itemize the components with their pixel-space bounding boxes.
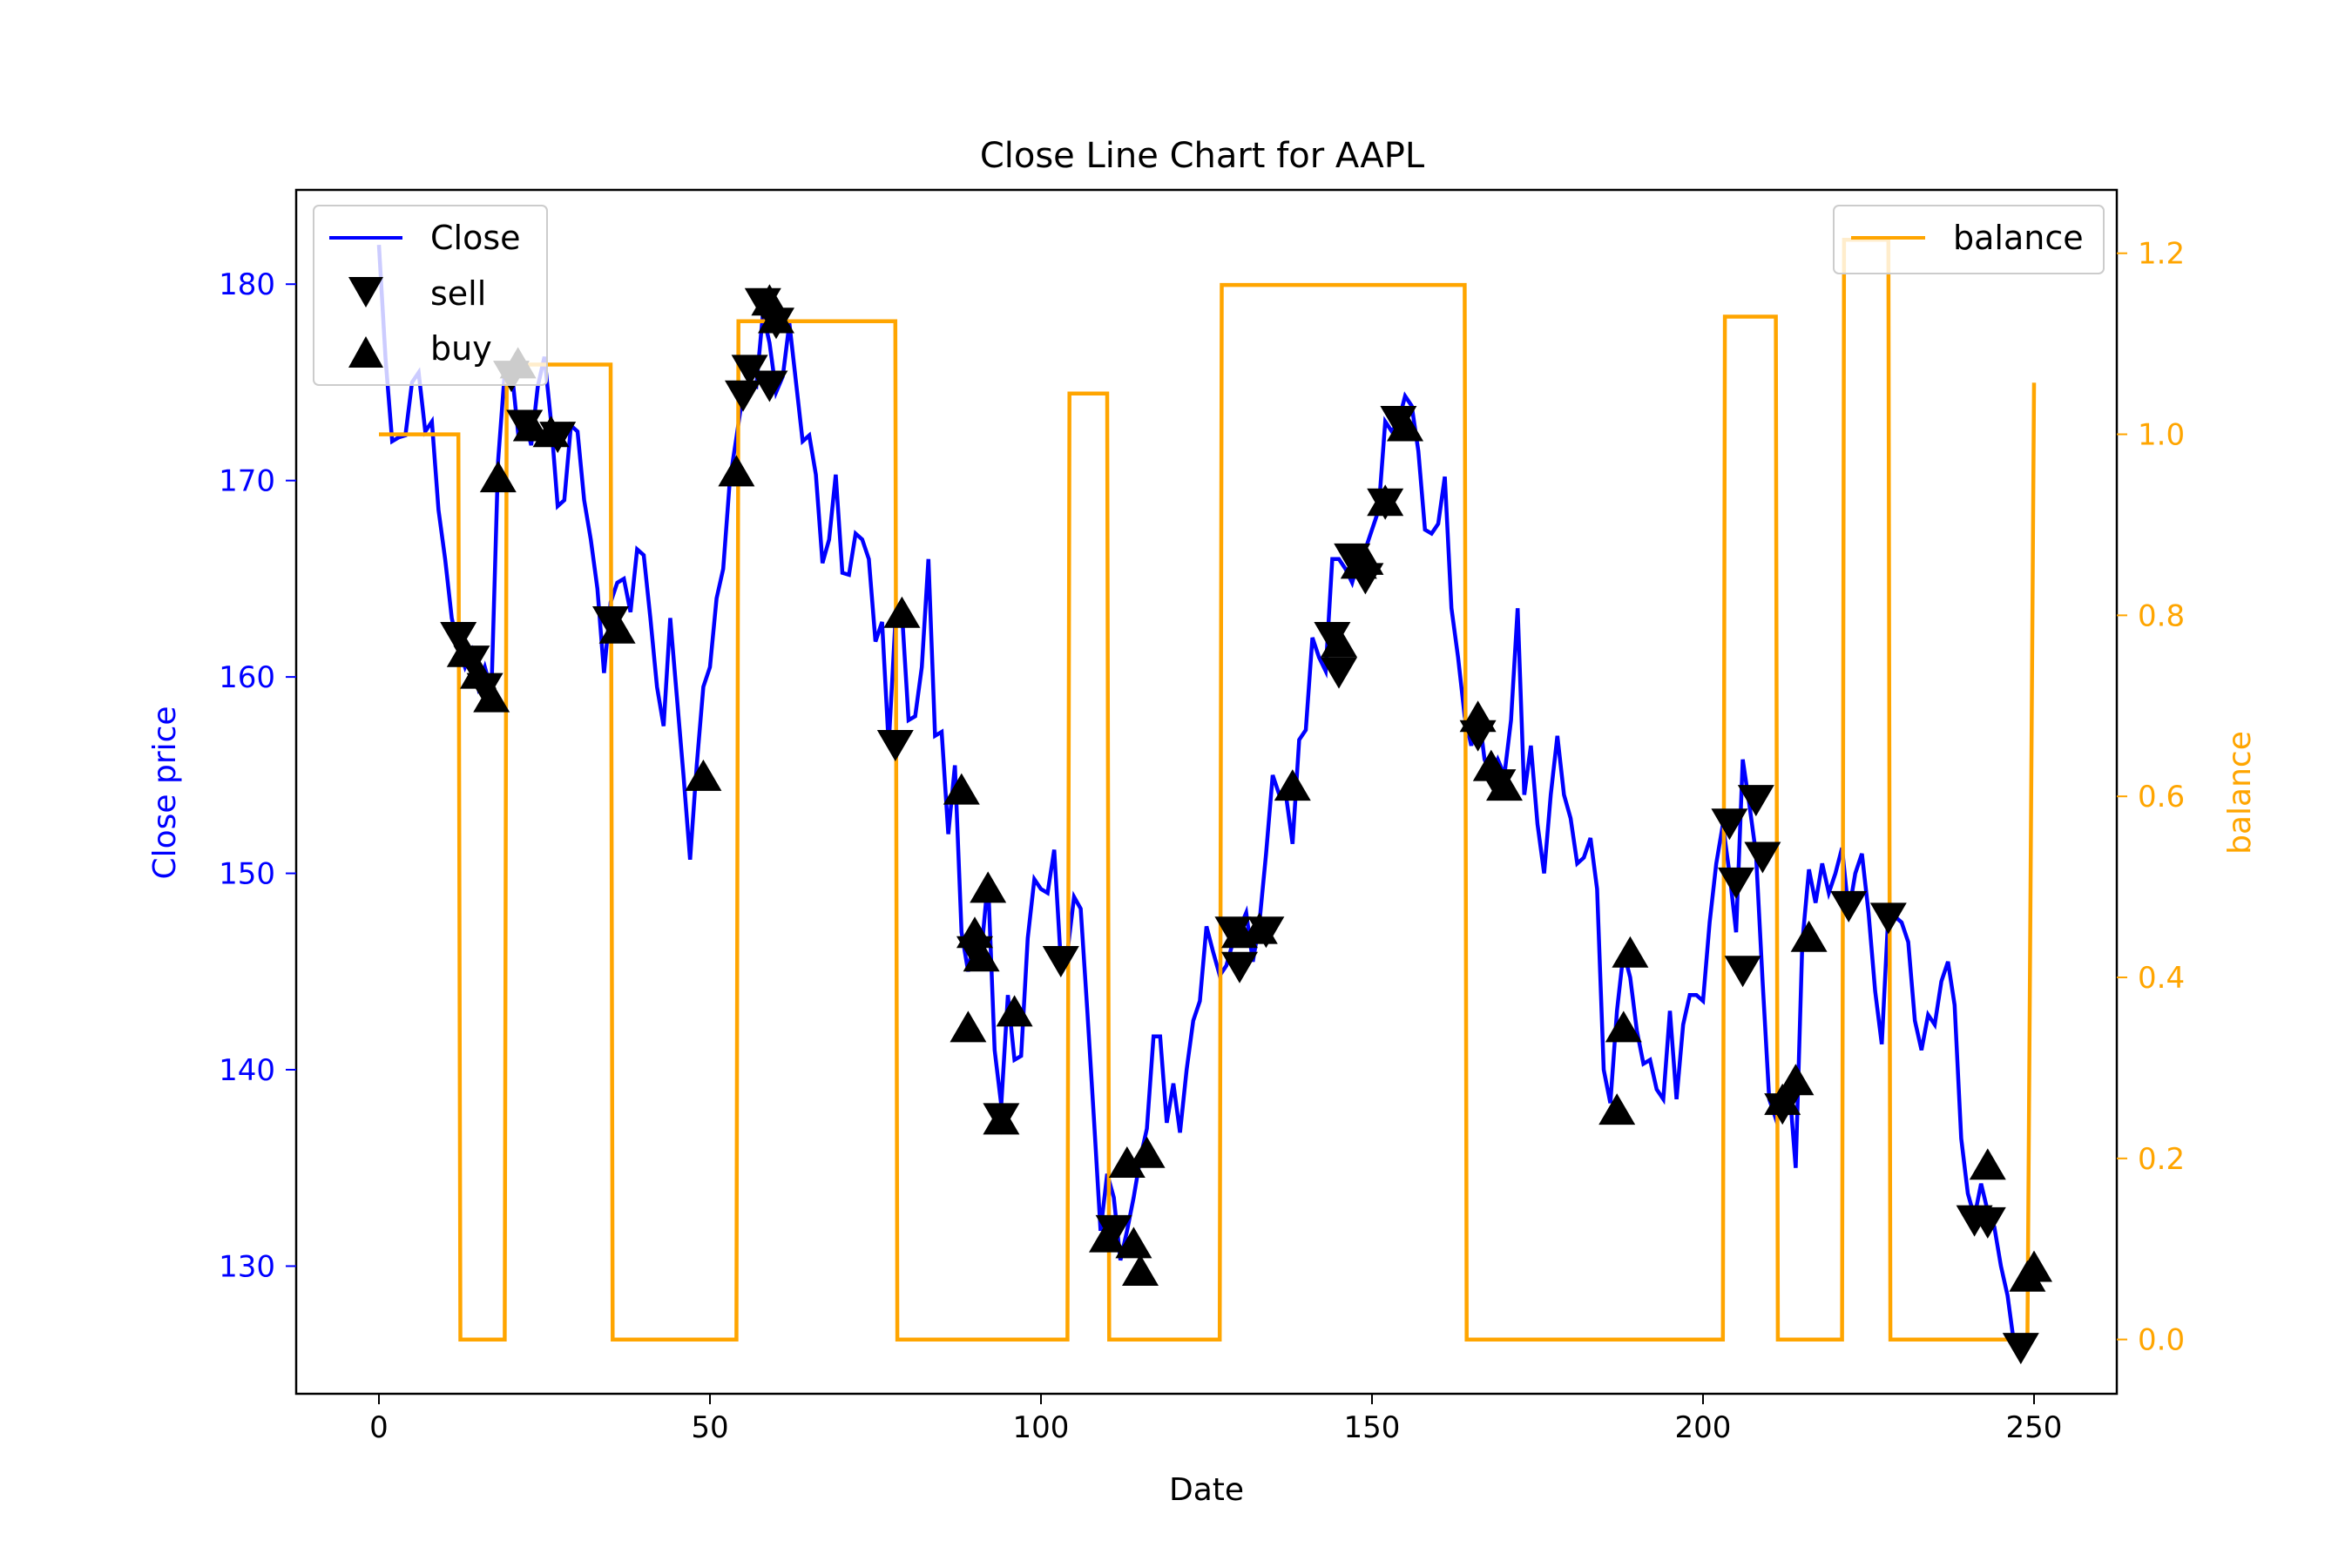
buy-marker	[1459, 700, 1497, 733]
buy-marker	[512, 409, 550, 442]
buy-marker	[532, 416, 570, 448]
legend-close-label: Close	[430, 219, 521, 257]
buy-marker	[970, 871, 1007, 903]
sell-marker	[440, 622, 477, 654]
trade-markers	[440, 284, 2052, 1365]
sell-marker	[751, 370, 788, 402]
sell-marker	[1321, 657, 1357, 689]
buy-marker	[479, 461, 517, 493]
legend-sell-label: sell	[430, 274, 486, 313]
buy-marker	[1108, 1146, 1146, 1178]
buy-marker	[1764, 1083, 1801, 1115]
buy-marker	[963, 940, 1000, 972]
y-axis-label: Close price	[147, 706, 183, 879]
chart-title: Close Line Chart for AAPL	[980, 136, 1425, 176]
buy-marker	[1274, 769, 1311, 801]
buy-marker	[1612, 936, 1649, 968]
sell-marker	[1095, 1214, 1132, 1247]
buy-marker	[758, 301, 794, 334]
sell-marker	[1221, 951, 1258, 983]
legend-left: Close sell buy	[313, 205, 548, 386]
sell-marker	[1744, 841, 1781, 874]
y2-tick-label: 0.0	[2138, 1323, 2185, 1358]
sell-marker	[876, 730, 914, 762]
buy-marker	[943, 773, 980, 805]
legend-right-box	[1833, 205, 2105, 274]
buy-marker	[1115, 1227, 1152, 1259]
sell-marker	[1737, 785, 1774, 817]
buy-marker	[1969, 1148, 2006, 1180]
y-axis-left: 130 140 150 160 170 180	[219, 267, 296, 1284]
y-tick-label: 160	[219, 660, 275, 695]
y-tick-label: 150	[219, 857, 275, 892]
buy-marker	[883, 596, 921, 628]
sell-marker	[1869, 902, 1907, 935]
y-tick-label: 180	[219, 267, 275, 302]
buy-marker	[1605, 1010, 1642, 1043]
buy-marker	[1790, 920, 1828, 952]
buy-marker	[1486, 769, 1523, 801]
y2-tick-label: 0.6	[2138, 780, 2185, 814]
buy-marker	[460, 657, 497, 689]
x-tick-label: 150	[1344, 1410, 1401, 1445]
buy-marker	[1367, 484, 1404, 517]
buy-marker	[598, 612, 636, 644]
series-balance-line	[379, 237, 2037, 1342]
buy-marker	[2016, 1250, 2052, 1282]
plot-frame	[294, 188, 2119, 1396]
buy-marker	[473, 680, 510, 713]
x-tick-label: 0	[369, 1410, 389, 1445]
sell-marker	[731, 355, 768, 387]
sell-marker	[1711, 808, 1748, 841]
legend-sell-marker	[348, 277, 383, 308]
x-axis: 0 50 100 150 200 250	[369, 1394, 2062, 1445]
sell-marker	[2002, 1333, 2039, 1365]
x-tick-label: 100	[1013, 1410, 1070, 1445]
x-tick-label: 250	[2006, 1410, 2063, 1445]
x-tick-label: 50	[691, 1410, 728, 1445]
buy-marker	[1122, 1254, 1159, 1286]
buy-marker	[983, 1103, 1020, 1135]
buy-marker	[446, 635, 483, 667]
y-tick-label: 170	[219, 464, 275, 499]
buy-marker	[1089, 1220, 1125, 1253]
y2-tick-label: 1.2	[2138, 237, 2185, 272]
y2-tick-label: 0.8	[2138, 598, 2185, 633]
y2-tick-label: 0.4	[2138, 961, 2185, 996]
x-tick-label: 200	[1675, 1410, 1732, 1445]
buy-marker	[1240, 912, 1278, 944]
buy-marker	[1387, 409, 1423, 442]
y-tick-label: 140	[219, 1053, 275, 1088]
sell-marker	[1718, 867, 1754, 899]
legend-balance-label: balance	[1953, 219, 2084, 257]
buy-marker	[1321, 625, 1357, 658]
sell-marker	[592, 605, 629, 638]
sell-marker	[725, 380, 761, 412]
sell-marker	[1830, 890, 1868, 923]
y2-axis-label: balance	[2222, 731, 2258, 855]
buy-marker	[1128, 1136, 1166, 1168]
legend-left-box	[313, 205, 548, 386]
buy-marker	[956, 916, 993, 949]
y-tick-label: 130	[219, 1249, 275, 1284]
buy-marker	[1472, 749, 1510, 781]
sell-marker	[1042, 946, 1079, 978]
y2-tick-label: 0.2	[2138, 1142, 2185, 1177]
buy-marker	[1347, 543, 1384, 575]
buy-marker	[685, 759, 722, 791]
y-axis-right: 0.0 0.2 0.4 0.6 0.8 1.0 1.2	[2117, 237, 2185, 1358]
buy-marker	[996, 995, 1033, 1027]
sell-marker	[1969, 1206, 2006, 1239]
buy-marker	[718, 455, 755, 487]
legend-buy-marker	[348, 336, 383, 368]
buy-marker	[950, 1010, 987, 1043]
buy-marker	[1598, 1093, 1636, 1125]
legend-right: balance	[1833, 205, 2105, 274]
x-axis-label: Date	[1169, 1472, 1244, 1508]
y2-tick-label: 1.0	[2138, 418, 2185, 453]
sell-marker	[1724, 956, 1761, 988]
legend-buy-label: buy	[430, 329, 492, 368]
buy-marker	[1777, 1064, 1815, 1096]
